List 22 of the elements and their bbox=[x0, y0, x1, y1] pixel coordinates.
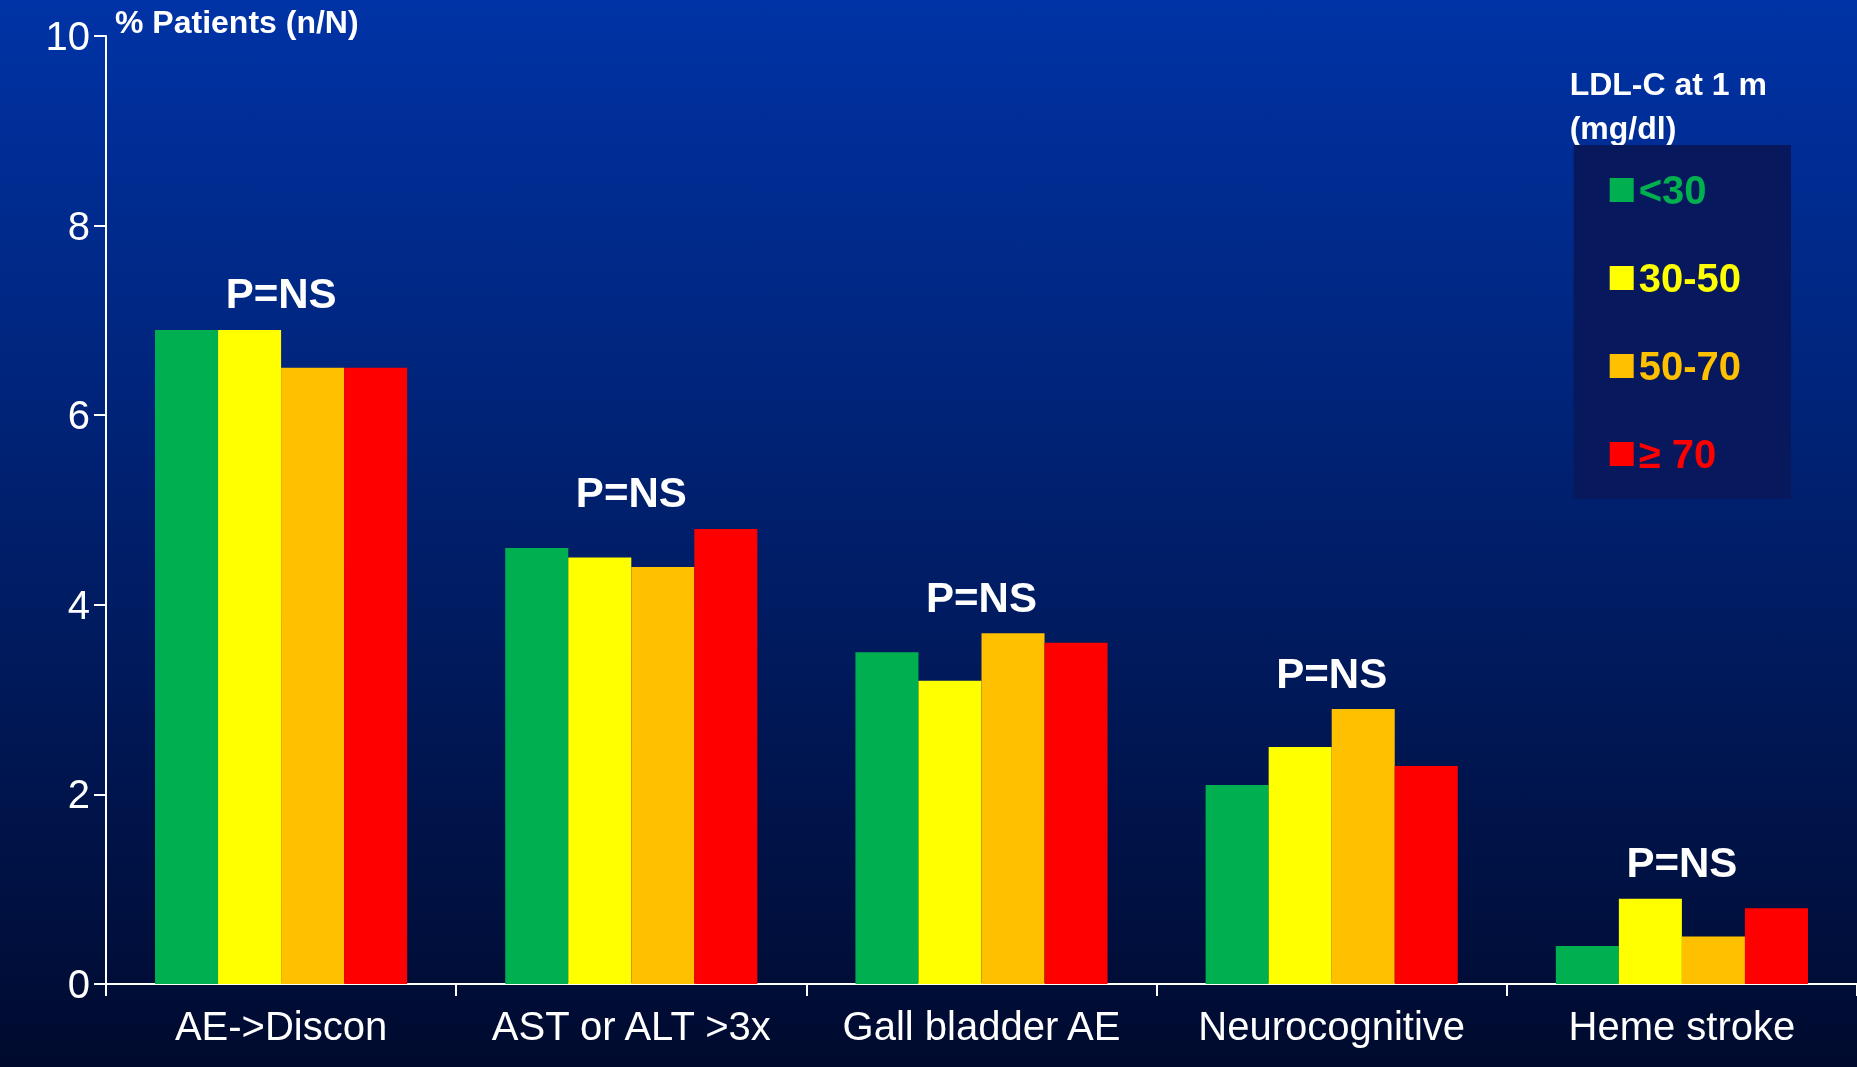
legend-label: <30 bbox=[1638, 168, 1707, 212]
legend-label: ≥ 70 bbox=[1638, 432, 1717, 476]
y-tick-label: 2 bbox=[67, 772, 90, 817]
y-tick-label: 6 bbox=[67, 393, 90, 438]
x-tick-label: Heme stroke bbox=[1568, 1004, 1796, 1048]
y-tick-label: 10 bbox=[45, 14, 90, 58]
x-tick-label: AST or ALT >3x bbox=[491, 1004, 771, 1048]
legend-label: 50-70 bbox=[1638, 344, 1742, 388]
annotation: P=NS bbox=[1626, 839, 1738, 887]
x-tick-label: Neurocognitive bbox=[1198, 1004, 1466, 1048]
y-axis-title: % Patients (n/N) bbox=[115, 4, 359, 40]
legend-title: LDL-C at 1 m (mg/dl) bbox=[1569, 66, 1767, 146]
y-tick-label: 0 bbox=[67, 962, 90, 1006]
annotation: P=NS bbox=[1276, 649, 1388, 697]
x-tick-label: AE->Discon bbox=[174, 1004, 388, 1048]
legend-label: 30-50 bbox=[1638, 256, 1742, 300]
annotation: P=NS bbox=[575, 469, 687, 517]
y-tick-label: 4 bbox=[67, 582, 90, 627]
x-tick-label: Gall bladder AE bbox=[842, 1004, 1121, 1048]
annotation: P=NS bbox=[225, 270, 337, 318]
y-tick-label: 8 bbox=[67, 203, 90, 248]
annotation: P=NS bbox=[926, 573, 1037, 621]
